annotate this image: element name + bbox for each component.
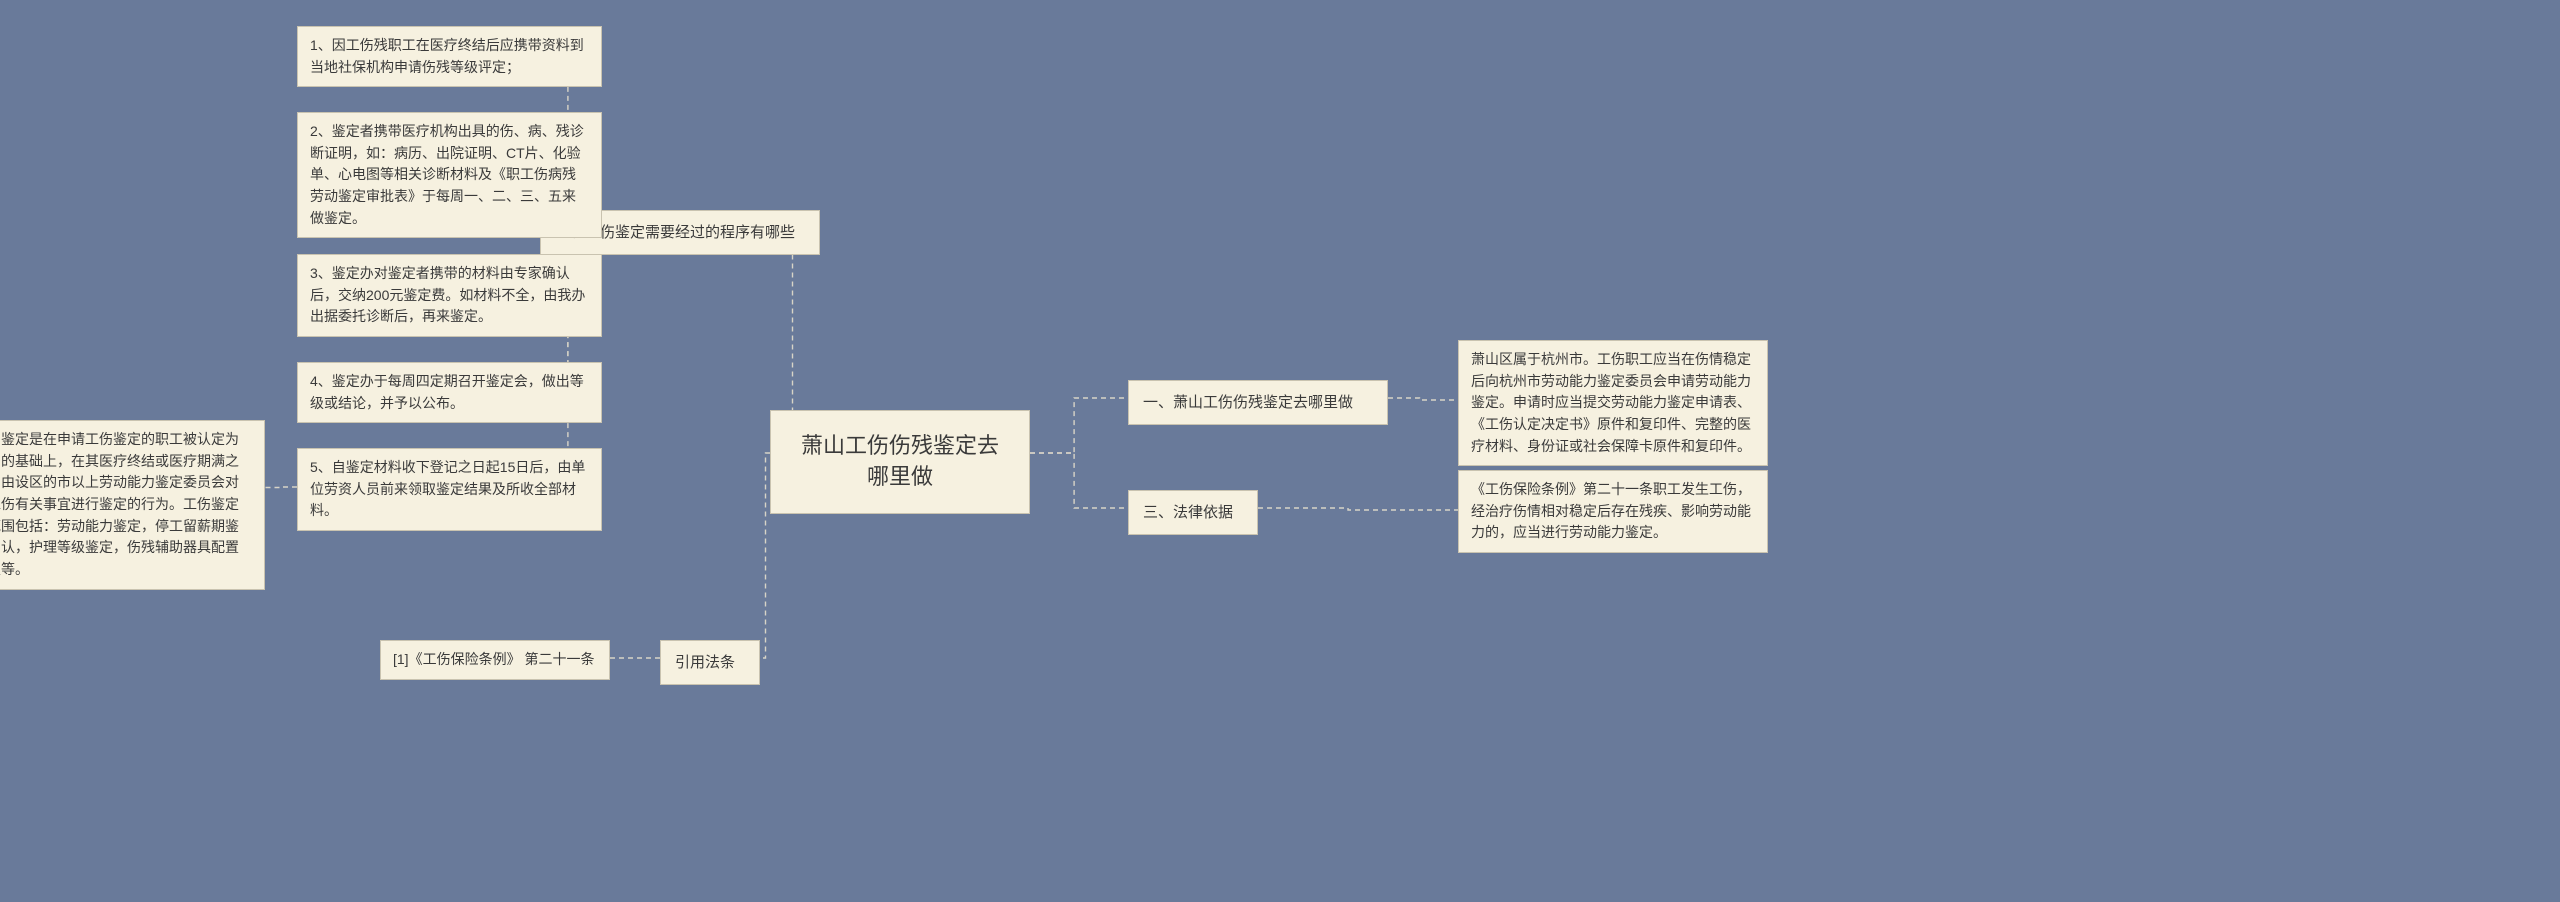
leaf-r1a-text: 萧山区属于杭州市。工伤职工应当在伤情稳定后向杭州市劳动能力鉴定委员会申请劳动能力… xyxy=(1471,351,1751,454)
branch-l2-label: 引用法条 xyxy=(675,654,735,671)
leaf-l1e: 5、自鉴定材料收下登记之日起15日后，由单位劳资人员前来领取鉴定结果及所收全部材… xyxy=(297,448,602,531)
leaf-l1e1: 工伤鉴定是在申请工伤鉴定的职工被认定为工伤的基础上，在其医疗终结或医疗期满之后，… xyxy=(0,420,265,590)
branch-r1-label: 一、萧山工伤伤残鉴定去哪里做 xyxy=(1143,394,1353,411)
leaf-l1a: 1、因工伤残职工在医疗终结后应携带资料到当地社保机构申请伤残等级评定； xyxy=(297,26,602,87)
leaf-r1a: 萧山区属于杭州市。工伤职工应当在伤情稳定后向杭州市劳动能力鉴定委员会申请劳动能力… xyxy=(1458,340,1768,466)
leaf-l1b: 2、鉴定者携带医疗机构出具的伤、病、残诊断证明，如：病历、出院证明、CT片、化验… xyxy=(297,112,602,238)
leaf-l1d-text: 4、鉴定办于每周四定期召开鉴定会，做出等级或结论，并予以公布。 xyxy=(310,373,584,411)
leaf-l1d: 4、鉴定办于每周四定期召开鉴定会，做出等级或结论，并予以公布。 xyxy=(297,362,602,423)
leaf-l1a-text: 1、因工伤残职工在医疗终结后应携带资料到当地社保机构申请伤残等级评定； xyxy=(310,37,584,75)
leaf-r2a: 《工伤保险条例》第二十一条职工发生工伤，经治疗伤情相对稳定后存在残疾、影响劳动能… xyxy=(1458,470,1768,553)
branch-l2: 引用法条 xyxy=(660,640,760,685)
leaf-l2a-text: [1]《工伤保险条例》 第二十一条 xyxy=(393,651,594,667)
leaf-l1c-text: 3、鉴定办对鉴定者携带的材料由专家确认后，交纳200元鉴定费。如材料不全，由我办… xyxy=(310,265,585,324)
branch-r2-label: 三、法律依据 xyxy=(1143,504,1233,521)
leaf-l1e1-text: 工伤鉴定是在申请工伤鉴定的职工被认定为工伤的基础上，在其医疗终结或医疗期满之后，… xyxy=(0,431,239,577)
leaf-r2a-text: 《工伤保险条例》第二十一条职工发生工伤，经治疗伤情相对稳定后存在残疾、影响劳动能… xyxy=(1471,481,1751,540)
leaf-l2a: [1]《工伤保险条例》 第二十一条 xyxy=(380,640,610,680)
root-node: 萧山工伤伤残鉴定去哪里做 xyxy=(770,410,1030,514)
root-text: 萧山工伤伤残鉴定去哪里做 xyxy=(801,433,999,489)
leaf-l1c: 3、鉴定办对鉴定者携带的材料由专家确认后，交纳200元鉴定费。如材料不全，由我办… xyxy=(297,254,602,337)
leaf-l1e-text: 5、自鉴定材料收下登记之日起15日后，由单位劳资人员前来领取鉴定结果及所收全部材… xyxy=(310,459,585,518)
leaf-l1b-text: 2、鉴定者携带医疗机构出具的伤、病、残诊断证明，如：病历、出院证明、CT片、化验… xyxy=(310,123,584,226)
branch-r2: 三、法律依据 xyxy=(1128,490,1258,535)
branch-r1: 一、萧山工伤伤残鉴定去哪里做 xyxy=(1128,380,1388,425)
